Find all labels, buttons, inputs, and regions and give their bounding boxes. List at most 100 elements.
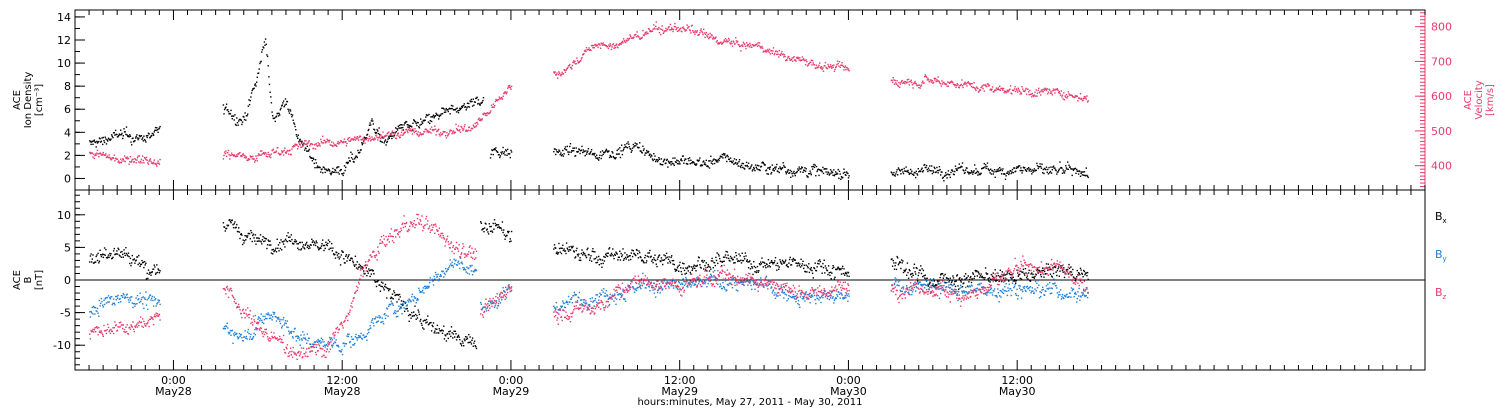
density-series-point [102, 143, 104, 146]
series-by-point [96, 310, 98, 313]
series-by-point [305, 339, 307, 341]
density-series-point [691, 162, 693, 164]
velocity-series-point [901, 79, 903, 82]
density-series-point [1067, 168, 1069, 170]
velocity-series-point [298, 142, 300, 144]
density-series-point [479, 104, 481, 106]
density-series-point [1085, 167, 1087, 169]
density-series-point [652, 159, 654, 162]
density-series-point [847, 172, 849, 175]
series-bx-point [984, 267, 987, 269]
series-bx-point [722, 260, 724, 263]
density-series-point [995, 170, 998, 173]
velocity-series-point [343, 140, 345, 143]
series-bx-point [848, 275, 850, 278]
velocity-series-point [592, 44, 595, 47]
velocity-series-point [380, 136, 383, 138]
density-series-point [751, 164, 753, 166]
velocity-series-point [906, 82, 908, 84]
density-tick-label: 12 [57, 34, 71, 47]
series-bx-point [763, 262, 766, 264]
velocity-series-point [506, 91, 508, 93]
density-series-point [771, 164, 773, 166]
velocity-series-point [654, 28, 656, 30]
series-by-point [696, 277, 698, 279]
series-bx-point [138, 262, 141, 264]
density-series-point [608, 156, 611, 159]
velocity-series-point [903, 80, 905, 83]
series-by-point [368, 328, 371, 330]
velocity-series-point [286, 151, 288, 153]
series-by-point [138, 298, 140, 300]
series-bx-point [257, 237, 259, 239]
series-bx-point [613, 257, 615, 260]
series-by-point [473, 269, 476, 272]
density-series-point [682, 155, 684, 157]
series-by-point [430, 279, 433, 281]
velocity-series-point [490, 110, 492, 112]
series-bx-point [245, 235, 248, 237]
series-bx-point [758, 270, 760, 272]
series-bx-point [144, 264, 146, 266]
bfield-tick-label: -10 [53, 339, 71, 352]
density-series-point [783, 164, 785, 167]
series-by-point [136, 295, 139, 297]
velocity-series-point [745, 42, 748, 44]
series-by-point [323, 341, 325, 343]
series-by-point [604, 292, 606, 294]
series-by-point [571, 302, 574, 304]
series-by-point [392, 304, 394, 306]
velocity-series-point [607, 47, 609, 50]
velocity-series-point [391, 130, 394, 132]
series-bx-point [1006, 272, 1009, 274]
series-by-point [640, 288, 642, 290]
series-bx-point [370, 273, 373, 275]
series-by-point [458, 263, 460, 265]
velocity-series-point [907, 78, 910, 81]
density-series-point [589, 153, 591, 155]
series-bx-point [510, 240, 512, 242]
density-series-point [744, 168, 746, 170]
series-bx-point [682, 267, 684, 269]
density-series-point [971, 171, 973, 173]
series-by-point [678, 281, 680, 283]
density-series-point [837, 168, 839, 171]
velocity-series-point [1053, 89, 1055, 91]
series-bx-point [895, 268, 898, 271]
series-bx-point [128, 255, 130, 258]
series-bx-point [359, 264, 362, 267]
velocity-series-point [608, 45, 611, 48]
series-by-point [123, 294, 125, 296]
series-by-point [683, 280, 685, 283]
density-series-point [493, 149, 495, 151]
density-series-point [1024, 166, 1026, 169]
series-bx-point [1063, 276, 1066, 279]
velocity-series-point [399, 136, 401, 139]
velocity-series-point [934, 79, 936, 81]
series-bx-point [339, 264, 342, 266]
series-by-point [564, 306, 567, 309]
density-series-point [159, 125, 161, 128]
density-series-point [602, 153, 604, 156]
density-series-point [990, 173, 993, 175]
velocity-series-point [728, 37, 730, 40]
velocity-series-point [158, 162, 160, 164]
density-series-point [814, 164, 816, 166]
series-bx-point [274, 249, 276, 251]
velocity-series-point [336, 145, 338, 147]
velocity-series-point [1077, 100, 1079, 102]
series-bx-point [448, 331, 450, 333]
series-by-point [358, 336, 360, 339]
density-series-point [335, 171, 337, 174]
density-series-point [254, 83, 257, 85]
series-bx-point [919, 269, 921, 272]
velocity-series-point [1083, 97, 1085, 100]
density-series-point [827, 172, 830, 174]
density-series-point [253, 87, 255, 89]
density-series-point [738, 159, 741, 161]
density-series-point [96, 142, 99, 144]
series-bx-point [507, 230, 509, 233]
series-bx-point [822, 267, 825, 269]
series-by-point [508, 283, 510, 286]
series-bx-point [430, 321, 432, 324]
